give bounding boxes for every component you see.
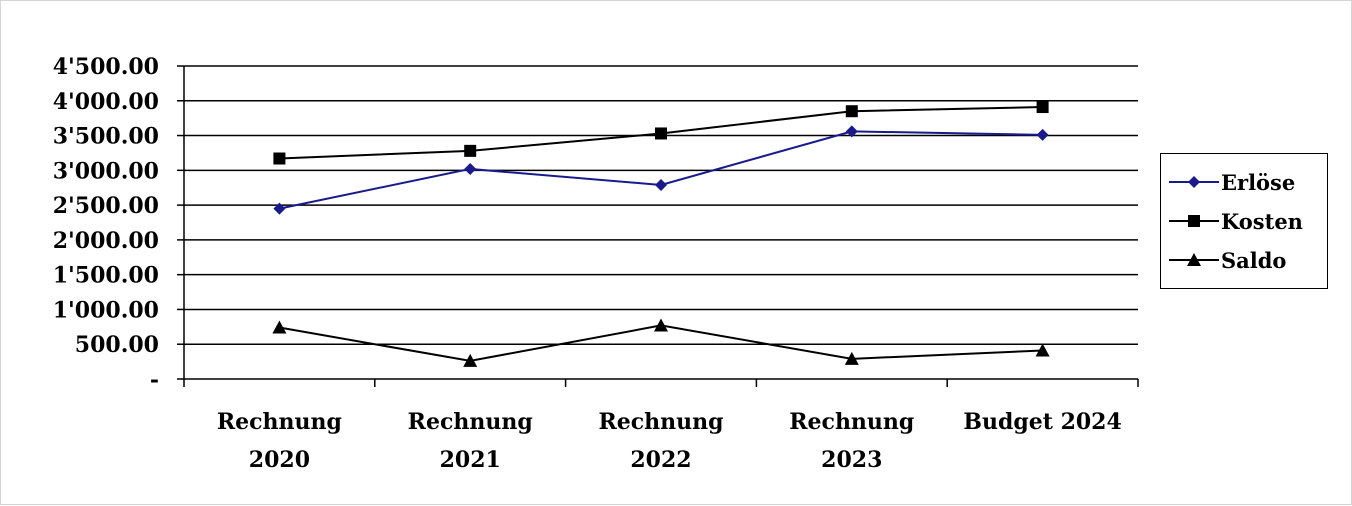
x-axis-tick-labels: Rechnung 2020 Rechnung 2021 Rechnung 2022 Rech… bbox=[217, 409, 1122, 473]
x-tick-label: Budget 2024 bbox=[963, 409, 1121, 435]
x-tick-label: Rechnung 2021 bbox=[408, 409, 533, 473]
data-point-diamond bbox=[273, 202, 286, 215]
y-tick-label: 500.00 bbox=[75, 332, 159, 358]
data-point-square bbox=[1036, 101, 1049, 114]
data-point-diamond bbox=[1036, 128, 1049, 141]
x-tick-label: Rechnung 2022 bbox=[598, 409, 723, 473]
legend-item-erloese: Erlöse bbox=[1169, 167, 1295, 197]
data-point-square bbox=[845, 105, 858, 118]
legend: Erlöse Kosten Saldo bbox=[1160, 153, 1328, 289]
legend-label-erloese: Erlöse bbox=[1221, 169, 1296, 195]
legend-swatch-triangle-icon bbox=[1169, 253, 1219, 266]
legend-label-kosten: Kosten bbox=[1221, 208, 1303, 234]
y-tick-label: 1'500.00 bbox=[53, 263, 159, 289]
axes bbox=[177, 65, 1139, 387]
legend-swatch-square-icon bbox=[1169, 215, 1219, 227]
gridlines bbox=[184, 65, 1138, 345]
y-tick-label: 1'000.00 bbox=[53, 297, 159, 323]
data-point-diamond bbox=[655, 178, 667, 191]
y-tick-label: 4'500.00 bbox=[53, 54, 159, 80]
x-tick-label: Rechnung 2023 bbox=[789, 409, 914, 473]
legend-item-kosten: Kosten bbox=[1169, 206, 1303, 236]
data-point-square bbox=[273, 152, 286, 165]
y-tick-label: 2'000.00 bbox=[53, 228, 159, 254]
data-point-triangle bbox=[272, 320, 287, 334]
data-point-triangle bbox=[654, 318, 668, 332]
data-point-square bbox=[464, 144, 477, 157]
x-tick-label: Rechnung 2020 bbox=[217, 409, 342, 473]
legend-label-saldo: Saldo bbox=[1221, 247, 1287, 273]
legend-item-saldo: Saldo bbox=[1169, 245, 1286, 275]
y-tick-label: 2'500.00 bbox=[53, 193, 159, 219]
series bbox=[272, 101, 1050, 367]
y-tick-label: 3'500.00 bbox=[53, 124, 159, 150]
y-axis-tick-labels: - 500.00 1'000.00 1'500.00 2'000.00 2'500.00 3… bbox=[53, 54, 159, 393]
data-point-triangle bbox=[1035, 343, 1050, 357]
data-point-triangle bbox=[463, 353, 478, 367]
data-point-triangle bbox=[844, 351, 859, 365]
legend-swatch-diamond-icon bbox=[1169, 176, 1219, 188]
data-point-diamond bbox=[464, 162, 477, 175]
y-tick-label: - bbox=[150, 367, 159, 393]
y-tick-label: 3'000.00 bbox=[53, 158, 159, 184]
data-point-square bbox=[655, 127, 667, 140]
y-tick-label: 4'000.00 bbox=[53, 89, 159, 115]
